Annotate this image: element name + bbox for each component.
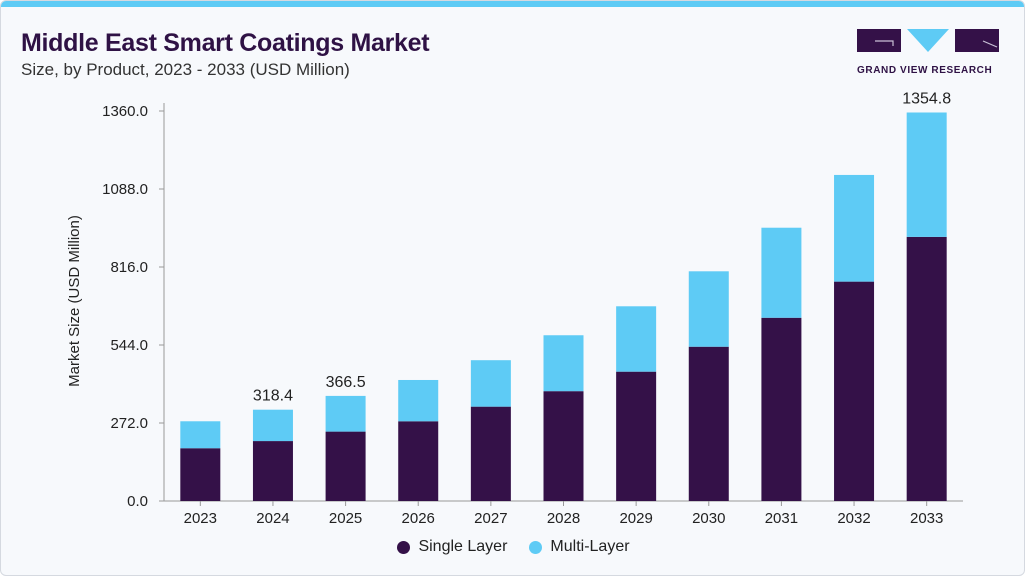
bar-single-layer-2029 (616, 371, 657, 501)
data-label: 366.5 (326, 374, 366, 391)
bar-multi-layer-2028 (543, 335, 584, 392)
bar-multi-layer-2031 (761, 227, 802, 318)
y-tick-label: 1088.0 (102, 181, 148, 198)
x-tick-label: 2032 (837, 510, 870, 527)
bar-single-layer-2032 (834, 281, 875, 501)
y-axis-title: Market Size (USD Million) (66, 215, 83, 387)
bar-single-layer-2031 (761, 317, 802, 501)
bar-multi-layer-2030 (688, 271, 729, 347)
y-tick-label: 544.0 (110, 337, 148, 354)
chart-subtitle: Size, by Product, 2023 - 2033 (USD Milli… (21, 60, 350, 79)
bar-multi-layer-2027 (470, 360, 511, 407)
x-tick-label: 2024 (256, 510, 289, 527)
x-tick-label: 2026 (402, 510, 435, 527)
y-tick-label: 1360.0 (102, 103, 148, 120)
x-tick-label: 2025 (329, 510, 362, 527)
bar-multi-layer-2026 (398, 379, 439, 422)
bar-single-layer-2027 (470, 406, 511, 501)
y-tick-label: 272.0 (110, 415, 148, 432)
bar-single-layer-2028 (543, 391, 584, 501)
bar-single-layer-2025 (325, 431, 366, 501)
legend: Single Layer Multi-Layer (1, 538, 1024, 556)
legend-label: Multi-Layer (550, 538, 630, 555)
bar-multi-layer-2023 (180, 421, 221, 449)
bar-multi-layer-2033 (906, 112, 947, 237)
bar-multi-layer-2032 (834, 174, 875, 282)
x-tick-label: 2029 (619, 510, 652, 527)
legend-item-multi-layer[interactable]: Multi-Layer (529, 538, 630, 556)
accent-bar (1, 1, 1024, 7)
legend-swatch-single-layer (397, 540, 411, 554)
x-tick-label: 2028 (547, 510, 580, 527)
bar-single-layer-2024 (252, 441, 293, 501)
bar-single-layer-2026 (398, 421, 439, 501)
bar-single-layer-2030 (688, 346, 729, 501)
y-tick-label: 816.0 (110, 259, 148, 276)
legend-swatch-multi-layer (529, 540, 543, 554)
y-tick-label: 0.0 (127, 493, 148, 510)
data-label: 1354.8 (902, 90, 951, 107)
legend-item-single-layer[interactable]: Single Layer (397, 538, 507, 556)
legend-label: Single Layer (418, 538, 508, 555)
x-tick-label: 2031 (765, 510, 798, 527)
chart-title: Middle East Smart Coatings Market (21, 29, 430, 57)
bar-multi-layer-2024 (252, 409, 293, 442)
x-tick-label: 2033 (910, 510, 943, 527)
x-tick-label: 2023 (184, 510, 217, 527)
x-tick-label: 2030 (692, 510, 725, 527)
x-tick-label: 2027 (474, 510, 507, 527)
grand-view-research-logo: GRAND VIEW RESEARCH (857, 29, 999, 76)
bar-single-layer-2023 (180, 448, 221, 501)
bar-multi-layer-2029 (616, 306, 657, 372)
gvr-logo-icon (857, 29, 999, 52)
bar-single-layer-2033 (906, 236, 947, 501)
data-label: 318.4 (253, 388, 293, 405)
logo-text: GRAND VIEW RESEARCH (857, 65, 993, 76)
bar-multi-layer-2025 (325, 395, 366, 432)
